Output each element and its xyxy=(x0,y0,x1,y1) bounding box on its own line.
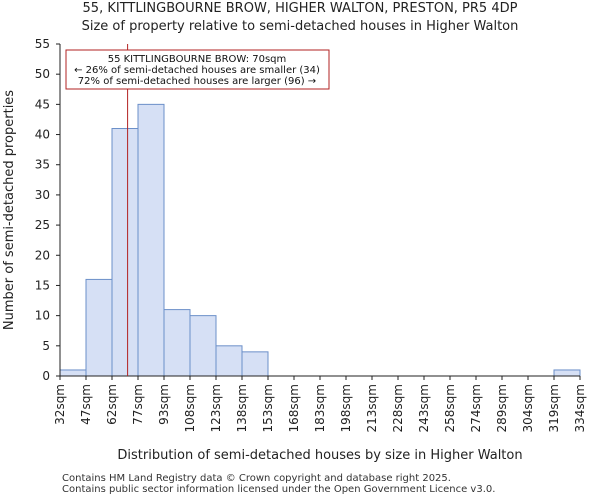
y-tick-label-55: 55 xyxy=(35,37,50,51)
x-tick-label-258sqm: 258sqm xyxy=(443,384,457,432)
bar-138sqm xyxy=(241,351,269,377)
bar-93sqm xyxy=(163,309,191,377)
x-tick-label-274sqm: 274sqm xyxy=(469,384,483,432)
bar-123sqm xyxy=(215,345,243,377)
y-tick-label-20: 20 xyxy=(35,248,50,262)
x-tick-label-168sqm: 168sqm xyxy=(287,384,301,432)
bars-group xyxy=(59,103,581,377)
chart-title-line1: 55, KITTLINGBOURNE BROW, HIGHER WALTON, … xyxy=(82,1,518,16)
y-tick-label-0: 0 xyxy=(42,369,50,383)
y-axis-title: Number of semi-detached properties xyxy=(2,90,17,330)
annotation-line-2: ← 26% of semi-detached houses are smalle… xyxy=(74,65,320,76)
bar-77sqm xyxy=(137,103,165,377)
bar-108sqm xyxy=(189,315,217,377)
x-axis-title: Distribution of semi-detached houses by … xyxy=(117,448,522,463)
footer-line-1: Contains HM Land Registry data © Crown c… xyxy=(62,473,451,484)
bar-47sqm xyxy=(85,278,113,377)
y-tick-label-15: 15 xyxy=(35,278,50,292)
annotation-line-1: 55 KITTLINGBOURNE BROW: 70sqm xyxy=(108,54,287,65)
x-tick-label-289sqm: 289sqm xyxy=(495,384,509,432)
x-tick-label-47sqm: 47sqm xyxy=(79,384,93,425)
bar-32sqm xyxy=(59,369,87,377)
y-tick-label-25: 25 xyxy=(35,218,50,232)
annotation-box xyxy=(65,49,330,90)
y-tick-label-40: 40 xyxy=(35,128,50,142)
y-tick-label-30: 30 xyxy=(35,188,50,202)
x-tick-label-334sqm: 334sqm xyxy=(573,384,587,432)
y-tick-label-45: 45 xyxy=(35,97,50,111)
x-tick-label-108sqm: 108sqm xyxy=(183,384,197,432)
x-tick-label-304sqm: 304sqm xyxy=(521,384,535,432)
x-tick-label-243sqm: 243sqm xyxy=(417,384,431,432)
y-tick-label-50: 50 xyxy=(35,67,50,81)
x-tick-label-228sqm: 228sqm xyxy=(391,384,405,432)
x-tick-label-198sqm: 198sqm xyxy=(339,384,353,432)
x-tick-label-213sqm: 213sqm xyxy=(365,384,379,432)
x-tick-label-93sqm: 93sqm xyxy=(157,384,171,425)
x-tick-label-183sqm: 183sqm xyxy=(313,384,327,432)
y-axis: 0 5 10 15 20 25 30 35 40 45 50 55 xyxy=(35,37,61,383)
x-axis: 32sqm 47sqm 62sqm 77sqm 93sqm 108sqm 123sqm 138… xyxy=(53,375,587,432)
annotation-line-3: 72% of semi-detached houses are larger (… xyxy=(78,76,316,87)
y-tick-label-35: 35 xyxy=(35,158,50,172)
x-tick-label-153sqm: 153sqm xyxy=(261,384,275,432)
x-tick-label-123sqm: 123sqm xyxy=(209,384,223,432)
bar-62sqm xyxy=(111,128,139,377)
x-tick-label-32sqm: 32sqm xyxy=(53,384,67,425)
x-tick-label-319sqm: 319sqm xyxy=(547,384,561,432)
chart-title-line2: Size of property relative to semi-detach… xyxy=(81,19,519,34)
y-tick-label-10: 10 xyxy=(35,309,50,323)
x-tick-label-62sqm: 62sqm xyxy=(105,384,119,425)
x-tick-label-77sqm: 77sqm xyxy=(131,384,145,425)
footer-line-2: Contains public sector information licen… xyxy=(62,484,496,495)
x-tick-label-138sqm: 138sqm xyxy=(235,384,249,432)
bar-319sqm xyxy=(553,369,581,377)
y-tick-label-5: 5 xyxy=(42,339,50,353)
marker-annotation: 55 KITTLINGBOURNE BROW: 70sqm ← 26% of s… xyxy=(65,49,330,90)
